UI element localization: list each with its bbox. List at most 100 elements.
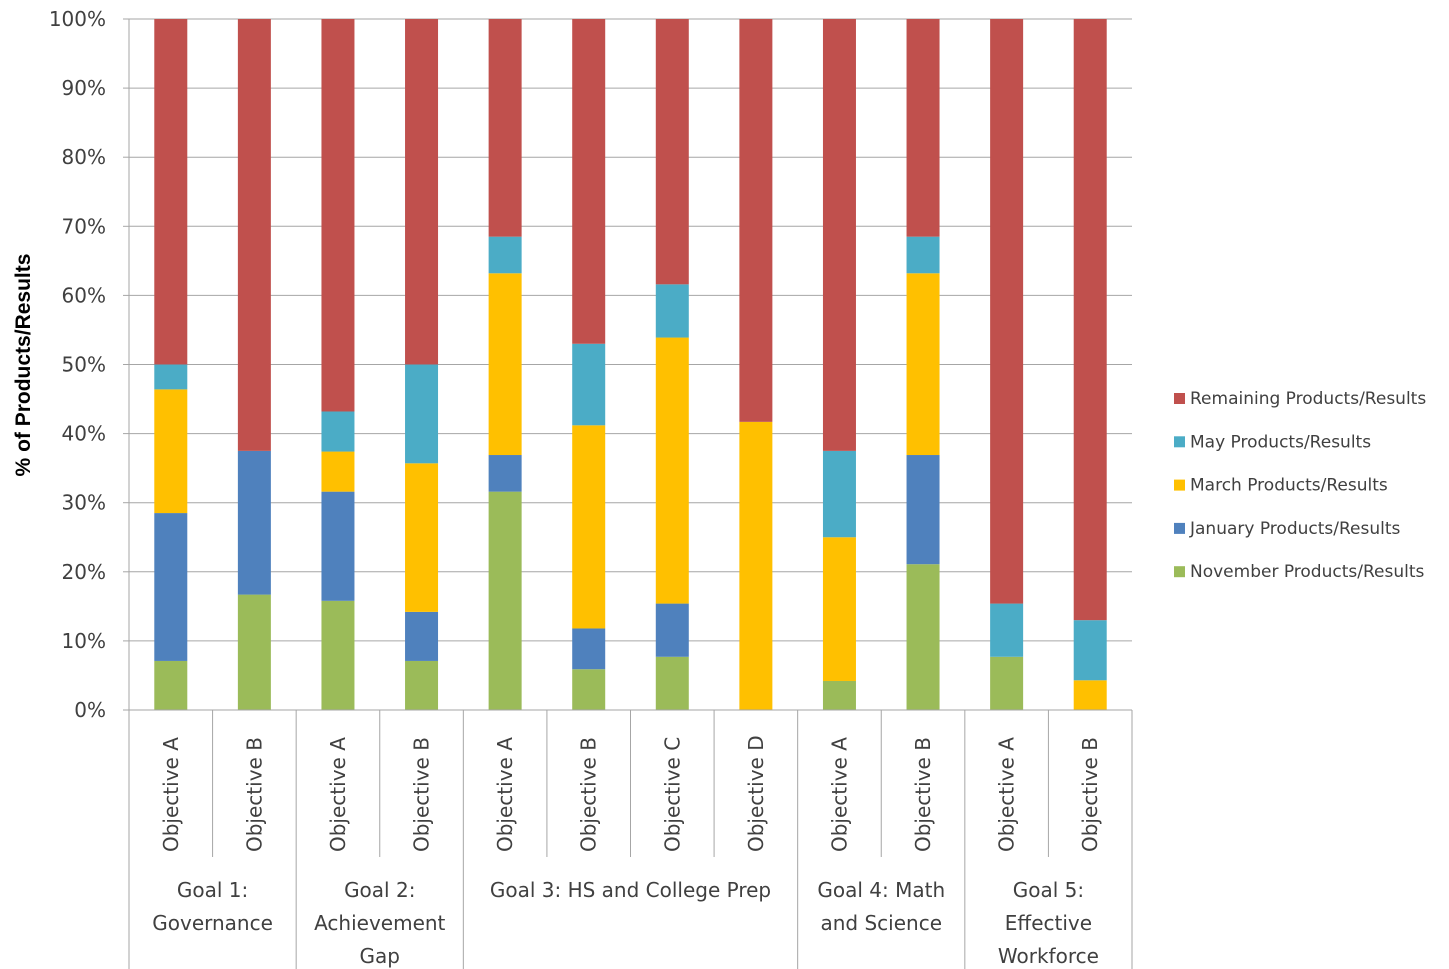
bar-segment — [405, 611, 439, 661]
x-tick-label: Objective A — [493, 737, 517, 852]
bar-segment — [488, 491, 522, 710]
bar-segment — [822, 19, 856, 451]
bar-segment — [1073, 620, 1107, 681]
y-tick-label: 0% — [74, 698, 106, 722]
group-label: Governance — [152, 911, 273, 935]
bar-segment — [572, 343, 606, 426]
bar-segment — [572, 669, 606, 710]
legend-swatch — [1174, 393, 1185, 404]
y-tick-label: 70% — [62, 214, 106, 238]
y-tick-label: 10% — [62, 629, 106, 653]
bar-segment — [321, 19, 355, 412]
x-tick-label: Objective B — [410, 737, 434, 852]
bar-segment — [154, 19, 188, 365]
legend-label: May Products/Results — [1190, 432, 1371, 452]
group-label: Goal 2: — [344, 878, 415, 902]
group-label: Goal 4: Math — [817, 878, 945, 902]
group-label: and Science — [820, 911, 942, 935]
bar-segment — [822, 680, 856, 710]
legend-label: January Products/Results — [1189, 519, 1401, 539]
x-tick-label: Objective B — [911, 737, 935, 852]
bar-segment — [1073, 19, 1107, 621]
legend-label: March Products/Results — [1190, 476, 1388, 496]
gridlines — [129, 18, 1132, 642]
bar-segment — [990, 19, 1024, 604]
group-label: Achievement — [314, 911, 445, 935]
bar-segment — [990, 656, 1024, 710]
bar-segment — [906, 19, 940, 237]
y-tick-label: 90% — [62, 76, 106, 100]
y-axis: 0% 10% 20% 30% 40% 50% 60% 70% 80% 90% 100% — [49, 7, 130, 722]
bar-segment — [906, 564, 940, 710]
bar-segment — [321, 451, 355, 492]
group-label: Gap — [360, 944, 400, 968]
x-tick-label: Objective B — [577, 737, 601, 852]
y-tick-label: 50% — [62, 353, 106, 377]
bar-segment — [655, 284, 689, 338]
bars — [154, 19, 1107, 710]
bar-segment — [405, 463, 439, 612]
legend-label: Remaining Products/Results — [1190, 389, 1426, 409]
bar-segment — [321, 600, 355, 710]
bar-segment — [237, 594, 271, 710]
legend-swatch — [1174, 522, 1185, 534]
y-tick-label: 60% — [62, 283, 106, 307]
legend: Remaining Products/Results May Products/R… — [1174, 389, 1426, 582]
group-label: Workforce — [998, 944, 1099, 968]
bar-segment — [488, 455, 522, 492]
y-axis-title: % of Products/Results — [12, 254, 35, 477]
bar-segment — [655, 337, 689, 604]
group-label: Effective — [1005, 911, 1092, 935]
bar-segment — [321, 411, 355, 452]
bar-segment — [572, 628, 606, 670]
y-tick-label: 30% — [62, 491, 106, 515]
bar-segment — [488, 236, 522, 274]
bar-segment — [405, 19, 439, 365]
x-tick-label: Objective A — [326, 737, 350, 852]
y-tick-label: 40% — [62, 422, 106, 446]
x-tick-label: Objective A — [159, 737, 183, 852]
x-tick-label: Objective B — [1078, 737, 1102, 852]
bar-segment — [405, 364, 439, 464]
bar-segment — [655, 656, 689, 710]
bar-segment — [237, 450, 271, 595]
x-tick-label: Objective B — [242, 737, 266, 852]
bar-segment — [822, 450, 856, 538]
group-label: Goal 1: — [177, 878, 248, 902]
bar-segment — [488, 19, 522, 237]
bar-segment — [154, 364, 188, 390]
bar-segment — [990, 603, 1024, 657]
y-tick-label: 20% — [62, 560, 106, 584]
y-tick-label: 80% — [62, 145, 106, 169]
bar-segment — [1073, 680, 1107, 710]
legend-swatch — [1174, 566, 1185, 578]
bar-segment — [739, 421, 773, 710]
legend-swatch — [1174, 479, 1185, 491]
x-axis: Objective A Objective B Objective A Objecti… — [128, 709, 1133, 969]
bar-segment — [321, 491, 355, 601]
x-tick-label: Objective A — [827, 737, 851, 852]
bar-segment — [655, 19, 689, 285]
bar-segment — [154, 389, 188, 514]
bar-segment — [906, 455, 940, 565]
group-label: Goal 3: HS and College Prep — [490, 878, 771, 902]
group-label: Goal 5: — [1013, 878, 1084, 902]
bar-segment — [906, 273, 940, 456]
x-tick-label: Objective C — [660, 737, 684, 852]
bar-segment — [237, 19, 271, 451]
legend-label: November Products/Results — [1190, 562, 1424, 582]
bar-segment — [572, 19, 606, 344]
bar-segment — [405, 660, 439, 710]
y-tick-label: 100% — [49, 7, 106, 31]
bar-segment — [154, 660, 188, 710]
x-tick-label: Objective A — [995, 737, 1019, 852]
legend-swatch — [1174, 436, 1185, 448]
bar-segment — [154, 513, 188, 661]
bar-segment — [906, 236, 940, 274]
bar-segment — [739, 19, 773, 422]
bar-segment — [572, 425, 606, 629]
bar-segment — [655, 603, 689, 657]
bar-segment — [822, 537, 856, 681]
bar-segment — [488, 273, 522, 456]
